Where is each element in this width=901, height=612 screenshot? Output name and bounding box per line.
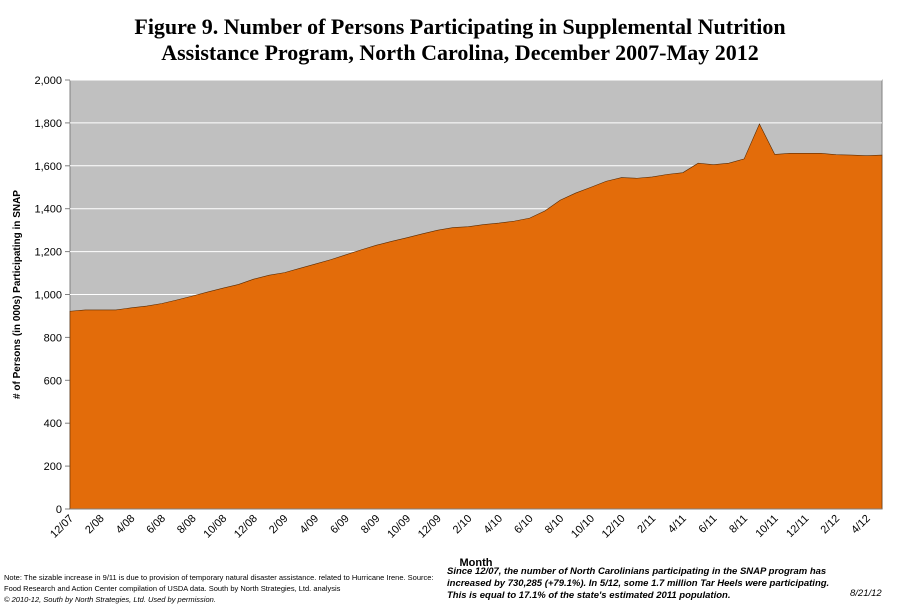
x-tick-label: 12/11 xyxy=(784,513,811,540)
y-tick-label: 1,400 xyxy=(34,204,62,216)
x-tick-label: 8/09 xyxy=(359,513,383,537)
x-tick-label: 10/10 xyxy=(569,513,597,541)
x-tick-label: 12/08 xyxy=(232,513,260,541)
x-tick-label: 6/10 xyxy=(512,513,536,537)
note: Note: The sizable increase in 9/11 is du… xyxy=(4,573,434,593)
x-tick-label: 10/08 xyxy=(201,513,229,541)
y-axis-label: # of Persons (in 000s) Participating in … xyxy=(12,190,23,399)
x-tick-label: 12/10 xyxy=(600,513,628,541)
x-tick-label: 12/09 xyxy=(416,513,444,541)
y-tick-label: 800 xyxy=(44,332,62,344)
y-tick-label: 0 xyxy=(56,504,62,516)
x-tick-label: 2/09 xyxy=(267,513,291,537)
x-tick-label: 2/11 xyxy=(635,513,658,536)
x-tick-label: 10/09 xyxy=(385,513,413,541)
x-tick-label: 4/11 xyxy=(666,513,689,536)
y-tick-label: 400 xyxy=(44,418,62,430)
x-tick-label: 12/07 xyxy=(48,513,76,541)
y-tick-label: 2,000 xyxy=(34,75,62,87)
x-tick-label: 2/12 xyxy=(819,513,843,537)
y-tick-label: 1,600 xyxy=(34,161,62,173)
x-axis-label: Month xyxy=(460,557,493,569)
x-tick-label: 4/09 xyxy=(298,513,322,537)
x-tick-label: 8/08 xyxy=(175,513,199,537)
summary: Since 12/07, the number of North Carolin… xyxy=(447,566,830,601)
x-tick-label: 2/10 xyxy=(451,513,475,537)
x-tick-label: 2/08 xyxy=(83,513,107,537)
x-tick-label: 8/11 xyxy=(727,513,750,536)
x-tick-label: 6/08 xyxy=(144,513,168,537)
chart-title: Figure 9. Number of Persons Participatin… xyxy=(134,14,786,65)
area xyxy=(69,123,883,510)
y-tick-label: 1,200 xyxy=(34,247,62,259)
x-tick-label: 6/11 xyxy=(697,513,720,536)
date: 8/21/12 xyxy=(850,588,882,599)
y-tick-label: 1,000 xyxy=(34,290,62,302)
x-tick-label: 4/08 xyxy=(114,513,138,537)
x-tick-label: 4/10 xyxy=(481,513,505,537)
x-tick-label: 10/11 xyxy=(753,513,780,540)
x-tick-label: 8/10 xyxy=(543,513,567,537)
x-tick-label: 4/12 xyxy=(849,513,873,537)
y-tick-label: 1,800 xyxy=(34,118,62,130)
y-tick-label: 600 xyxy=(44,375,62,387)
y-tick-label: 200 xyxy=(44,461,62,473)
copyright: © 2010-12, South by North Strategies, Lt… xyxy=(4,595,216,604)
x-tick-label: 6/09 xyxy=(328,513,352,537)
